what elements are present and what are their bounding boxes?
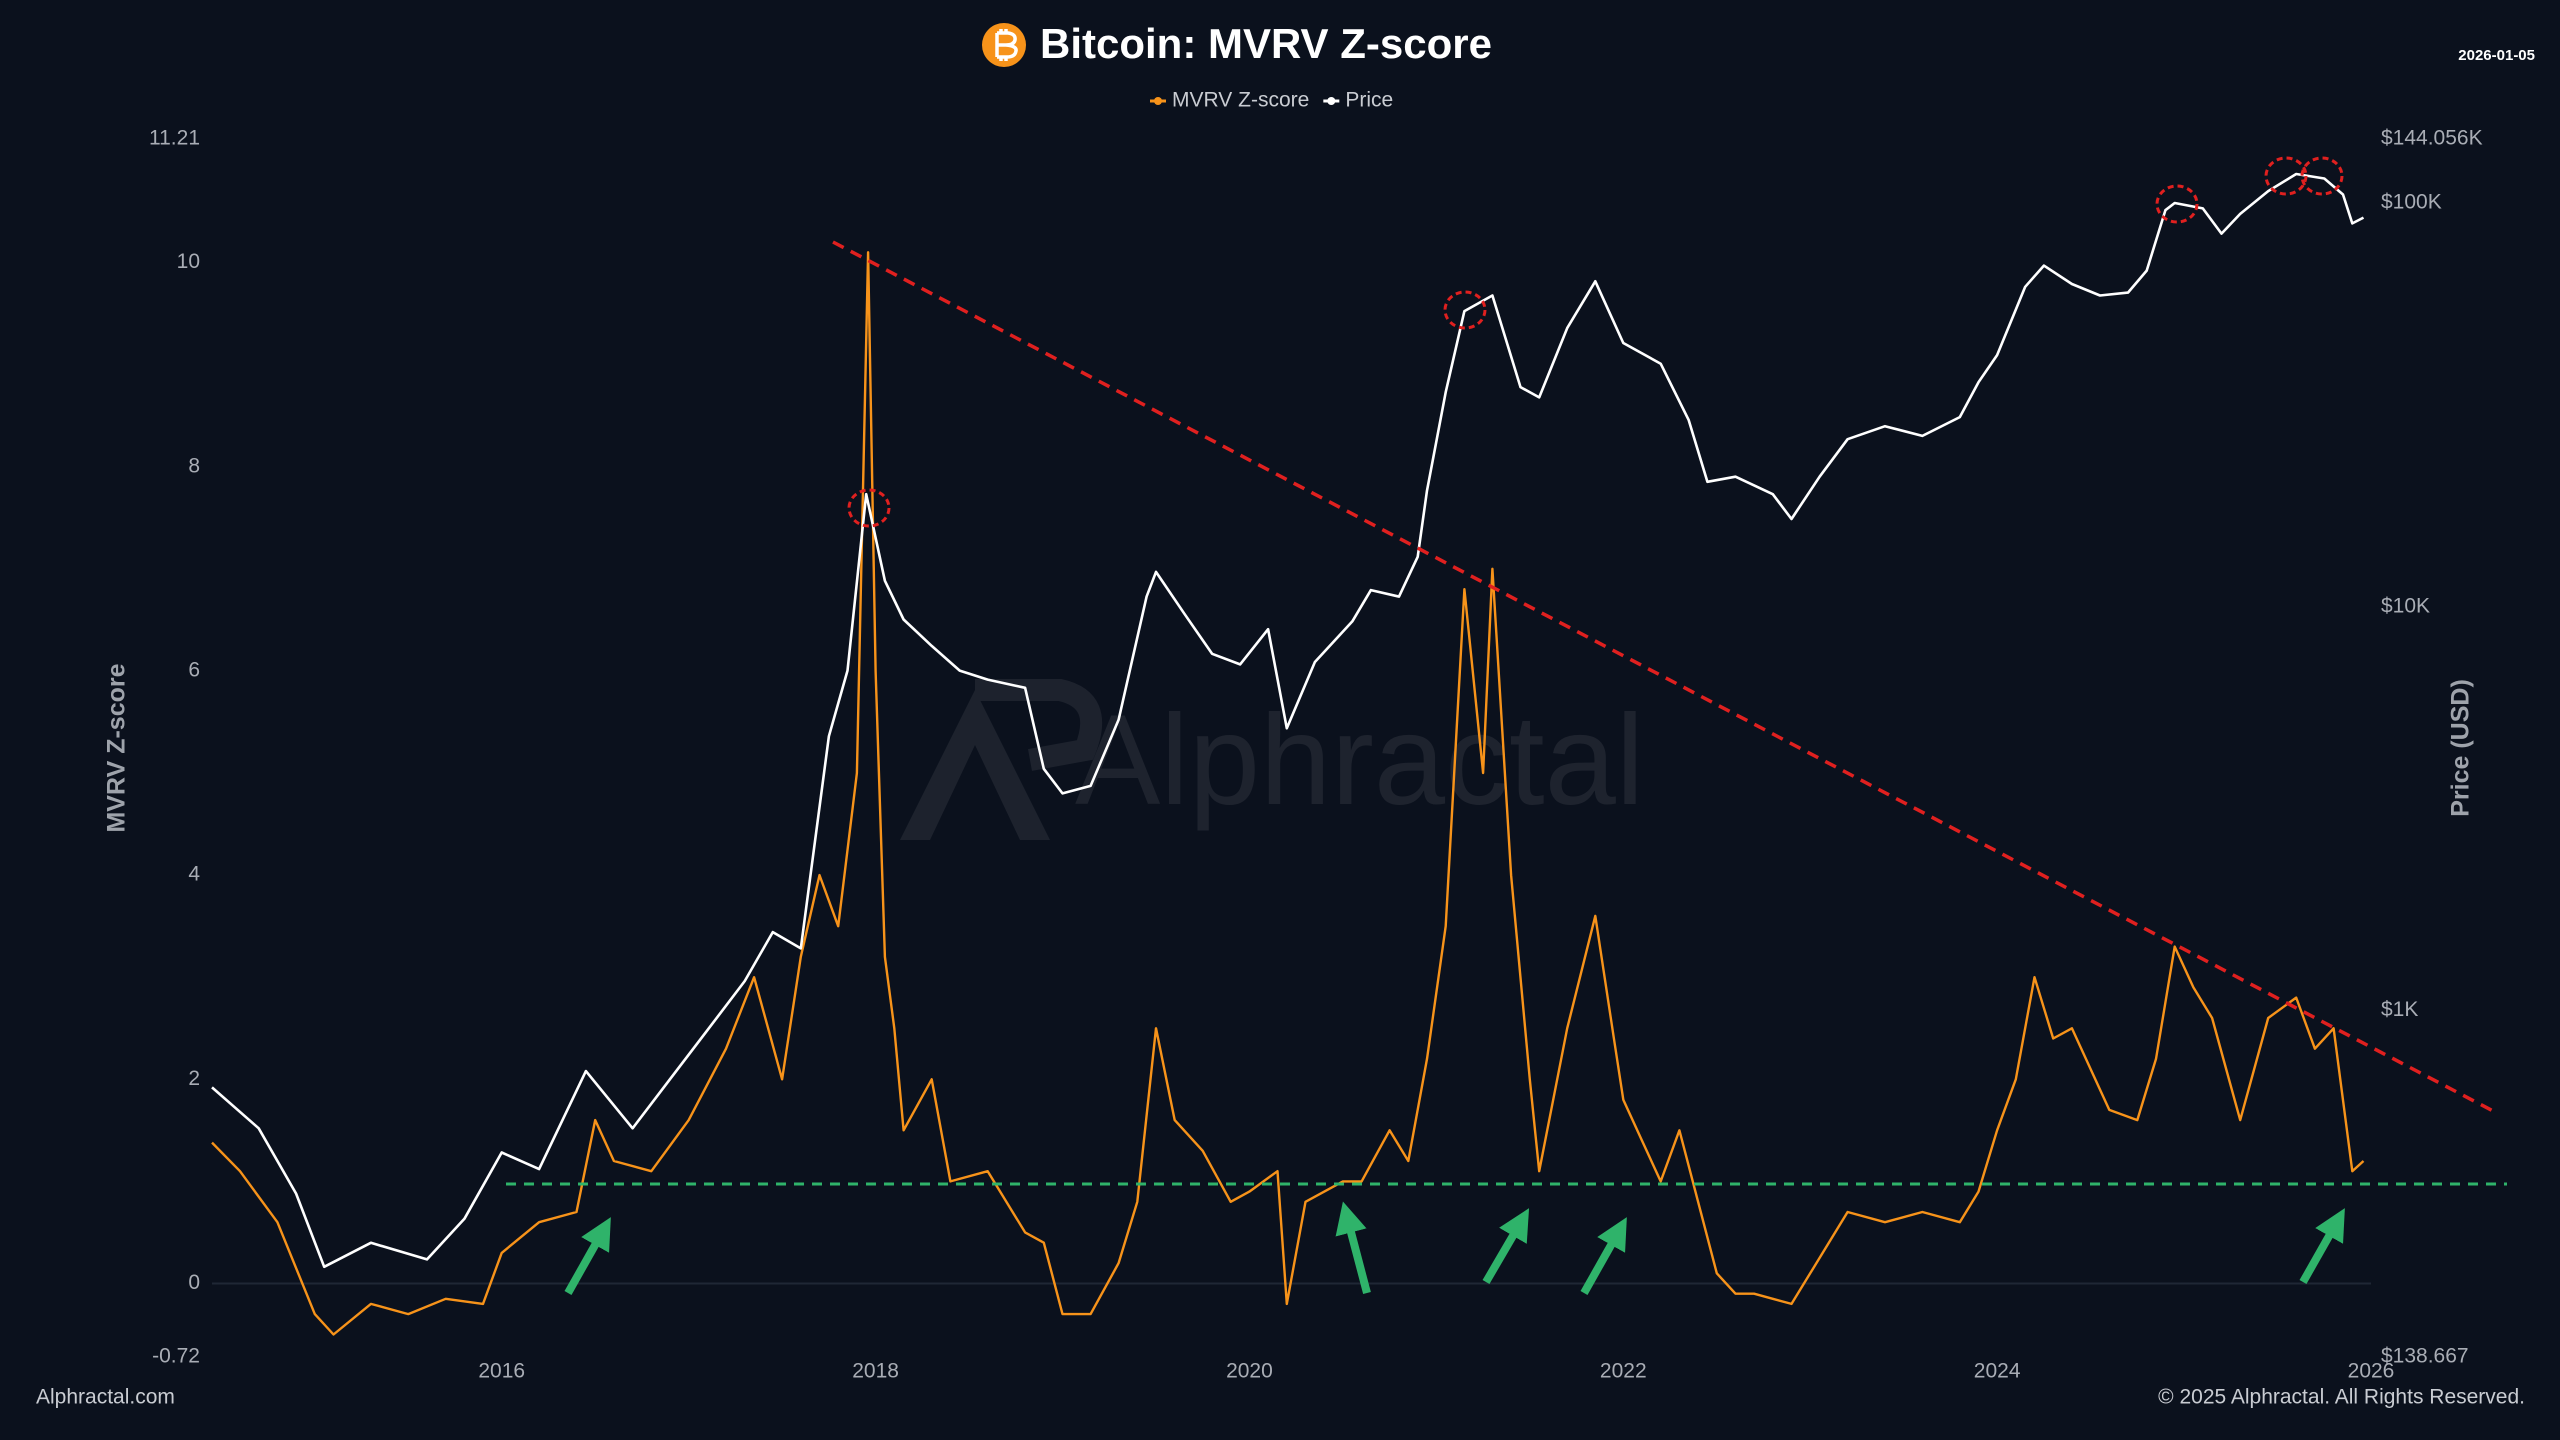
highlight-circle [2155, 184, 2199, 224]
highlight-circle [847, 488, 891, 528]
y-axis-title: MVRV Z-score [103, 663, 131, 832]
highlight-circle [2264, 156, 2308, 196]
y-tick-label: 4 [188, 863, 200, 886]
highlight-circle [1443, 290, 1487, 330]
y-tick-label: 6 [188, 658, 200, 681]
legend-label: Price [1345, 89, 1393, 112]
x-tick-label: 2026 [2348, 1360, 2395, 1383]
highlight-circle [2300, 156, 2344, 196]
footer-left: Alphractal.com [36, 1386, 175, 1409]
y-tick-label: 0 [188, 1271, 200, 1294]
legend-marker [1327, 97, 1336, 105]
x-tick-label: 2016 [478, 1360, 525, 1383]
y2-tick-label: $144.056K [2381, 127, 2483, 150]
y2-tick-label: $10K [2381, 594, 2430, 617]
y-tick-label: 11.21 [149, 127, 200, 150]
legend-marker [1154, 97, 1162, 105]
y-tick-label: -0.72 [152, 1345, 200, 1368]
series-line [211, 172, 2365, 1269]
watermark: Alphractal [1075, 689, 1644, 832]
annotations [506, 156, 2507, 1295]
chart-title: Bitcoin: MVRV Z-score [1040, 20, 1492, 67]
legend-label: MVRV Z-score [1172, 89, 1309, 112]
y2-axis-title: Price (USD) [2447, 679, 2475, 817]
date-stamp: 2026-01-05 [2458, 47, 2535, 64]
arrow [564, 1217, 611, 1295]
x-tick-label: 2018 [852, 1360, 899, 1383]
arrow [1580, 1217, 1627, 1295]
y-tick-label: 2 [188, 1067, 200, 1090]
arrow [1335, 1201, 1371, 1295]
y2-tick-label: $138.667 [2381, 1345, 2469, 1368]
arrow [1482, 1208, 1530, 1285]
title-icon [982, 23, 1026, 67]
y2-tick-label: $1K [2381, 998, 2418, 1021]
plot-area: -0.72 0 2 4 6 8 10 11.21 $138.667 $1K $10K $100K $14… [149, 127, 2483, 1383]
y-tick-label: 8 [188, 454, 200, 477]
arrow [2299, 1208, 2345, 1284]
x-tick-label: 2020 [1226, 1360, 1273, 1383]
x-tick-label: 2022 [1600, 1360, 1647, 1383]
x-tick-label: 2024 [1974, 1360, 2021, 1383]
y-tick-label: 10 [177, 250, 200, 273]
trend-line [832, 240, 2496, 1114]
y2-tick-label: $100K [2381, 191, 2442, 214]
series-line [211, 251, 2365, 1336]
watermark-logo [900, 679, 1103, 840]
legend: MVRV Z-score Price [1150, 89, 1393, 112]
footer-right: © 2025 Alphractal. All Rights Reserved. [2158, 1386, 2525, 1409]
